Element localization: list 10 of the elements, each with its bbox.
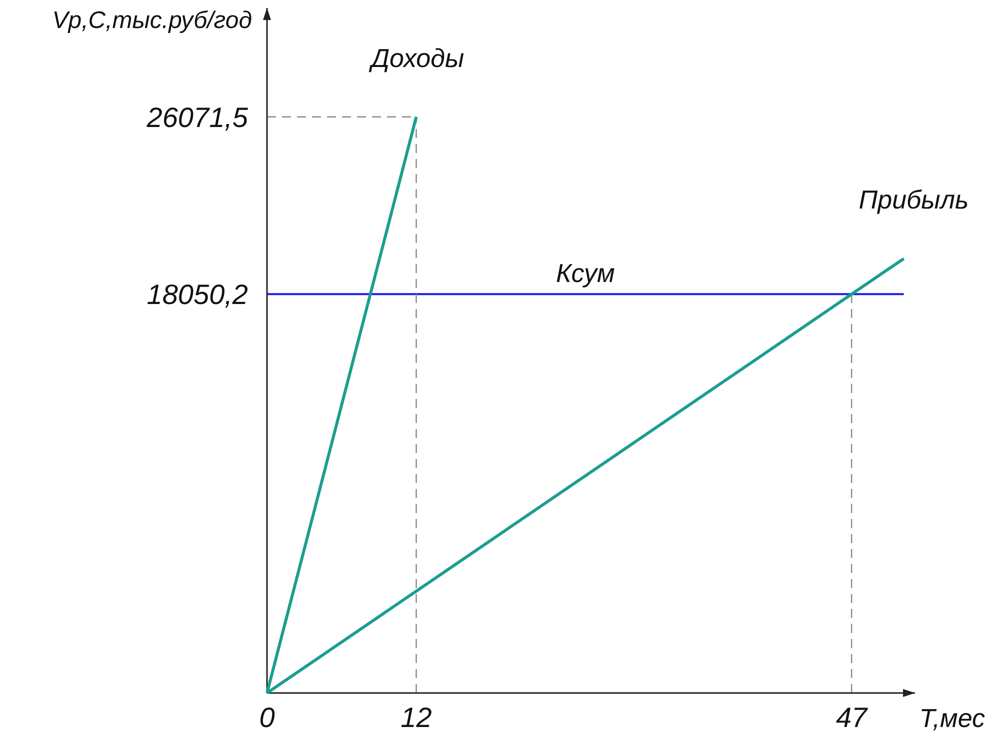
text: Прибыль <box>858 184 969 215</box>
x-tick-label: 47 <box>836 702 869 733</box>
y-tick-label: 26071,5 <box>146 102 248 133</box>
y-tick-label: 18050,2 <box>146 279 248 310</box>
x-tick-label: 0 <box>259 702 276 733</box>
x-axis-title: Т,мес <box>919 703 985 733</box>
text: Доходы <box>368 42 464 73</box>
ref-line-label: Ксум <box>556 258 616 288</box>
x-tick-label: 12 <box>400 702 432 733</box>
y-axis-title: Vр,С,тыс.руб/год <box>52 7 252 34</box>
